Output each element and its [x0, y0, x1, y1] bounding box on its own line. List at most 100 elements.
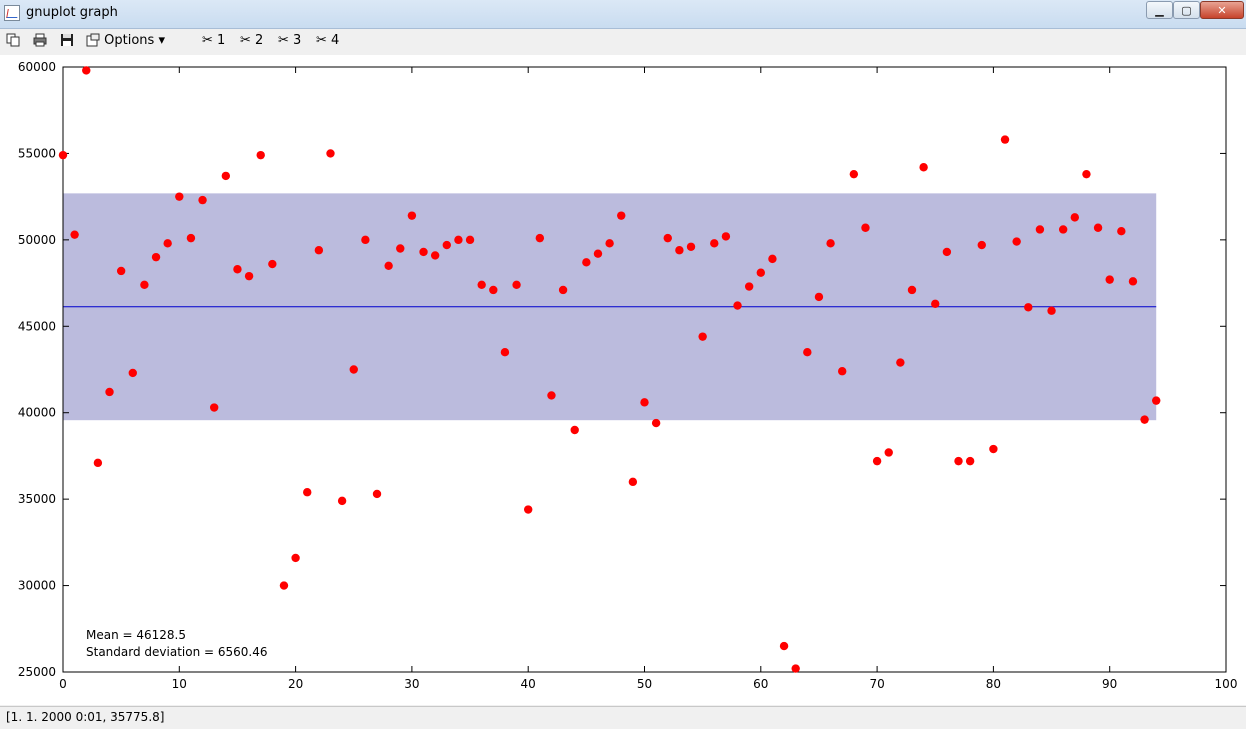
data-point — [372, 489, 382, 499]
data-point — [1117, 227, 1126, 236]
mean-annotation: Mean = 46128.5 — [86, 628, 187, 642]
data-point — [954, 456, 963, 466]
data-point — [872, 456, 882, 466]
stddev-annotation: Standard deviation = 6560.46 — [86, 645, 268, 659]
minimize-button[interactable]: ▁ — [1146, 1, 1173, 19]
data-point — [977, 240, 986, 250]
data-point — [791, 664, 800, 673]
data-point — [838, 367, 847, 376]
data-point — [965, 456, 975, 466]
data-point — [663, 233, 672, 243]
data-point — [826, 239, 835, 248]
y-tick-label: 25000 — [18, 665, 56, 679]
data-point — [651, 418, 661, 428]
title-bar: gnuplot graph ▁ ▢ ✕ — [0, 0, 1246, 29]
data-point — [70, 230, 79, 239]
data-point — [1024, 303, 1033, 312]
data-point — [314, 246, 324, 255]
zoom-button-1-label: 1 — [217, 33, 226, 48]
data-point — [105, 387, 114, 397]
maximize-button[interactable]: ▢ — [1173, 1, 1200, 19]
data-point — [744, 282, 754, 291]
zoom-button-2[interactable]: ✂ 2 — [240, 32, 263, 50]
data-point — [116, 266, 126, 276]
data-point — [698, 332, 707, 341]
data-point — [430, 251, 440, 260]
data-point — [524, 505, 533, 514]
data-point — [337, 496, 347, 506]
options-menu-button[interactable]: Options ▾ — [86, 32, 165, 50]
toolbar: Options ▾ ✂ 1 ✂ 2 ✂ 3 ✂ 4 — [0, 29, 1246, 54]
data-point — [721, 232, 731, 241]
plot-canvas[interactable]: 0 10 20 30 40 50 60 70 80 90 100 25000 30000 35000 400… — [0, 55, 1246, 705]
print-button[interactable] — [33, 32, 47, 50]
data-point — [244, 271, 254, 281]
x-tick-label: 90 — [1102, 677, 1117, 691]
data-point — [593, 249, 603, 258]
copy-button[interactable] — [6, 32, 20, 50]
x-tick-label: 20 — [288, 677, 303, 691]
data-point — [686, 242, 696, 251]
data-point — [198, 195, 207, 205]
data-point — [989, 444, 998, 454]
data-point — [1035, 225, 1045, 234]
data-point — [1000, 135, 1010, 144]
data-point — [896, 358, 905, 367]
data-point — [535, 233, 545, 243]
data-point — [547, 391, 556, 400]
data-point — [279, 581, 289, 590]
data-point — [640, 398, 649, 407]
data-point — [803, 348, 812, 357]
y-tick-label: 30000 — [18, 579, 56, 593]
window-title: gnuplot graph — [26, 5, 118, 20]
data-point — [163, 239, 172, 248]
data-point — [477, 280, 486, 289]
data-point — [1012, 237, 1021, 246]
x-tick-label: 100 — [1215, 677, 1238, 691]
options-label: Options — [104, 33, 155, 48]
x-tick-label: 10 — [172, 677, 187, 691]
data-point — [349, 365, 358, 374]
data-point — [384, 261, 393, 270]
data-point — [186, 233, 196, 243]
zoom-button-3-label: 3 — [293, 33, 302, 48]
data-point — [582, 258, 591, 267]
data-point — [256, 150, 265, 160]
x-tick-label: 80 — [986, 677, 1001, 691]
scissors-icon: ✂ — [316, 33, 327, 48]
close-button[interactable]: ✕ — [1200, 1, 1244, 19]
data-point — [570, 425, 579, 435]
data-point — [861, 223, 870, 232]
data-point — [233, 265, 242, 274]
x-tick-label: 70 — [869, 677, 884, 691]
print-icon — [33, 33, 47, 46]
data-point — [1128, 277, 1138, 286]
data-point — [1058, 225, 1068, 234]
data-point — [93, 458, 103, 468]
data-point — [82, 66, 91, 75]
data-point — [942, 247, 952, 257]
data-point — [419, 247, 428, 257]
save-button[interactable] — [60, 32, 74, 50]
data-point — [221, 171, 231, 181]
y-tick-label: 45000 — [18, 319, 56, 333]
zoom-button-1[interactable]: ✂ 1 — [202, 32, 225, 50]
data-point — [628, 477, 638, 487]
zoom-button-3[interactable]: ✂ 3 — [278, 32, 301, 50]
y-tick-label: 50000 — [18, 233, 56, 247]
data-point — [500, 348, 510, 357]
data-point — [1047, 306, 1056, 315]
data-point — [512, 280, 521, 289]
data-point — [931, 299, 940, 309]
data-point — [907, 285, 917, 295]
data-point — [919, 163, 928, 172]
y-tick-label: 55000 — [18, 146, 56, 160]
y-tick-label: 60000 — [18, 60, 56, 74]
data-point — [151, 252, 161, 262]
data-point — [756, 268, 765, 277]
data-point — [454, 235, 463, 245]
data-point — [733, 301, 742, 310]
zoom-button-4[interactable]: ✂ 4 — [316, 32, 339, 50]
save-icon — [61, 33, 73, 46]
data-point — [140, 280, 149, 289]
